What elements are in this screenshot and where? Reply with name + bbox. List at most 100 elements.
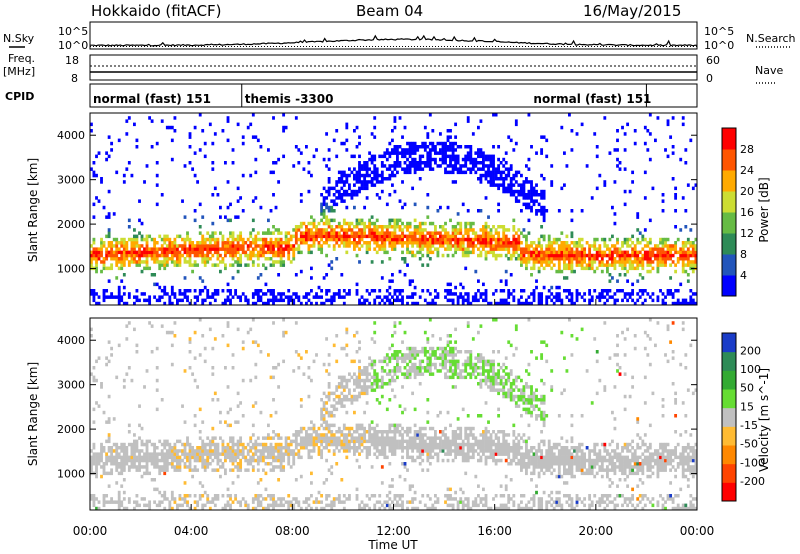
velocity-cell bbox=[350, 446, 354, 450]
velocity-cell bbox=[406, 452, 409, 456]
velocity-cell bbox=[368, 372, 372, 376]
power-cell bbox=[211, 263, 215, 267]
power-cell bbox=[148, 234, 152, 239]
velocity-cell bbox=[188, 468, 192, 472]
power-cell bbox=[117, 301, 121, 306]
velocity-cell bbox=[317, 436, 321, 440]
power-cell bbox=[373, 234, 377, 239]
power-cell bbox=[598, 247, 602, 251]
velocity-cell bbox=[396, 356, 399, 360]
velocity-cell bbox=[373, 452, 377, 456]
velocity-cell bbox=[107, 436, 111, 440]
power-cell bbox=[368, 241, 372, 245]
power-cell bbox=[408, 279, 412, 283]
velocity-cell bbox=[277, 433, 281, 437]
velocity-cell bbox=[183, 455, 187, 460]
velocity-cell bbox=[246, 462, 250, 466]
power-cell bbox=[100, 177, 103, 181]
power-cell bbox=[616, 241, 619, 245]
power-cell bbox=[441, 151, 445, 155]
velocity-cell bbox=[234, 497, 238, 501]
power-cell bbox=[423, 241, 427, 245]
velocity-cell bbox=[342, 506, 346, 511]
power-cbar-label-3: 16 bbox=[740, 206, 754, 219]
power-cell bbox=[125, 257, 129, 261]
velocity-cell bbox=[411, 369, 415, 373]
velocity-cell bbox=[312, 436, 316, 440]
velocity-cell bbox=[353, 439, 356, 444]
power-cell bbox=[537, 202, 541, 207]
power-cell bbox=[373, 231, 377, 235]
velocity-cell bbox=[365, 378, 369, 383]
power-cell bbox=[325, 218, 329, 223]
velocity-cell bbox=[133, 465, 136, 469]
power-cell bbox=[246, 237, 250, 242]
power-cell bbox=[413, 225, 417, 229]
velocity-cell bbox=[239, 458, 243, 463]
velocity-cell bbox=[373, 375, 377, 380]
power-cell bbox=[100, 180, 103, 184]
power-cell bbox=[117, 266, 121, 271]
power-cell bbox=[507, 289, 511, 293]
velocity-cell bbox=[365, 388, 369, 392]
power-cell bbox=[145, 244, 149, 248]
velocity-cell bbox=[224, 446, 227, 450]
power-cell bbox=[471, 247, 475, 251]
power-cell bbox=[656, 247, 660, 251]
velocity-cell bbox=[322, 436, 326, 440]
power-cell bbox=[583, 247, 587, 251]
velocity-cell bbox=[279, 449, 283, 453]
power-cell bbox=[588, 289, 592, 293]
velocity-cell bbox=[125, 446, 129, 450]
velocity-cell bbox=[342, 439, 346, 444]
power-cell bbox=[125, 253, 129, 258]
power-cell bbox=[201, 250, 205, 255]
power-cell bbox=[120, 257, 124, 261]
power-cell bbox=[173, 292, 177, 296]
power-cell bbox=[140, 253, 144, 258]
power-cell bbox=[375, 250, 379, 255]
power-cell bbox=[514, 244, 518, 248]
power-cell bbox=[431, 148, 435, 152]
power-cell bbox=[459, 295, 463, 299]
power-cell bbox=[530, 199, 533, 203]
velocity-cell bbox=[135, 350, 139, 354]
power-cell bbox=[520, 250, 523, 255]
velocity-cell bbox=[133, 439, 136, 444]
power-cell bbox=[340, 199, 344, 203]
velocity-cell bbox=[138, 436, 141, 440]
velocity-cell bbox=[353, 442, 356, 447]
velocity-cell bbox=[198, 452, 202, 456]
velocity-cell bbox=[256, 436, 260, 440]
power-cell bbox=[188, 237, 192, 242]
velocity-cell bbox=[320, 436, 324, 440]
velocity-cell bbox=[269, 436, 273, 440]
velocity-cell bbox=[345, 378, 349, 383]
velocity-cell bbox=[378, 436, 382, 440]
velocity-cell bbox=[95, 378, 98, 383]
velocity-cell bbox=[168, 506, 172, 511]
power-cell bbox=[198, 253, 202, 258]
power-cell bbox=[264, 257, 268, 261]
velocity-cell bbox=[358, 378, 361, 383]
power-cell bbox=[482, 241, 485, 245]
power-cell bbox=[426, 301, 430, 306]
velocity-cell bbox=[322, 506, 326, 511]
power-cell bbox=[557, 253, 561, 258]
power-cell bbox=[494, 231, 498, 235]
power-cell bbox=[441, 154, 445, 159]
power-cell bbox=[201, 234, 205, 239]
power-cell bbox=[434, 145, 437, 149]
velocity-cell bbox=[193, 494, 197, 498]
power-cell bbox=[234, 247, 238, 251]
velocity-cell bbox=[102, 468, 106, 472]
power-cell bbox=[444, 170, 447, 175]
power-cell bbox=[656, 253, 660, 258]
velocity-cell bbox=[206, 455, 210, 460]
power-cell bbox=[325, 228, 329, 232]
velocity-cell bbox=[284, 330, 288, 335]
power-cell bbox=[107, 279, 111, 283]
velocity-cell bbox=[396, 362, 399, 367]
power-cell bbox=[540, 151, 544, 155]
velocity-cell bbox=[378, 442, 382, 447]
